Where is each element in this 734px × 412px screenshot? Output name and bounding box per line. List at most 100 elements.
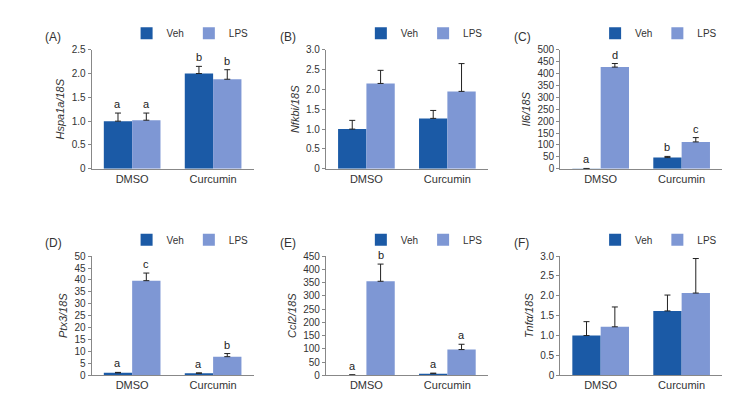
svg-text:30: 30 [75,298,87,309]
svg-text:1.0: 1.0 [306,124,320,135]
svg-text:DMSO: DMSO [584,173,617,185]
svg-text:2.0: 2.0 [306,84,320,95]
svg-text:Il6/18S: Il6/18S [520,91,532,126]
svg-text:450: 450 [538,56,555,67]
svg-text:0: 0 [314,163,320,174]
svg-text:(F): (F) [514,236,529,250]
svg-text:Veh: Veh [167,28,184,39]
svg-text:50: 50 [543,151,555,162]
svg-text:DMSO: DMSO [350,173,383,185]
svg-text:b: b [224,55,230,67]
svg-text:100: 100 [303,343,320,354]
svg-text:10: 10 [75,346,87,357]
svg-text:25: 25 [75,310,87,321]
svg-text:a: a [114,357,121,369]
svg-text:DMSO: DMSO [350,379,383,391]
svg-text:2.5: 2.5 [540,270,554,281]
svg-text:LPS: LPS [697,28,716,39]
svg-text:50: 50 [75,251,87,262]
svg-text:LPS: LPS [463,28,482,39]
svg-text:2.5: 2.5 [306,64,320,75]
svg-text:(A): (A) [45,30,61,44]
svg-text:500: 500 [538,44,555,55]
svg-text:45: 45 [75,263,87,274]
svg-text:c: c [143,258,149,270]
svg-text:1.5: 1.5 [540,310,554,321]
svg-text:200: 200 [303,317,320,328]
svg-text:a: a [349,360,356,372]
svg-text:DMSO: DMSO [584,379,617,391]
svg-text:Veh: Veh [401,235,418,246]
svg-text:2.0: 2.0 [72,68,86,79]
svg-text:2.0: 2.0 [540,290,554,301]
svg-text:Tnfα/18S: Tnfα/18S [523,293,535,338]
svg-text:c: c [693,123,699,135]
svg-text:15: 15 [75,334,87,345]
svg-text:250: 250 [303,304,320,315]
svg-text:1.0: 1.0 [540,330,554,341]
svg-text:0: 0 [80,370,86,381]
svg-text:0: 0 [549,370,555,381]
svg-text:LPS: LPS [229,28,248,39]
svg-text:b: b [378,249,384,261]
svg-text:Curcumin: Curcumin [190,379,237,391]
svg-text:Curcumin: Curcumin [424,379,471,391]
svg-text:DMSO: DMSO [116,379,149,391]
svg-text:Curcumin: Curcumin [658,379,705,391]
svg-text:0.5: 0.5 [306,143,320,154]
svg-text:2.5: 2.5 [72,44,86,55]
svg-text:LPS: LPS [463,235,482,246]
svg-text:a: a [458,329,465,341]
svg-text:400: 400 [538,68,555,79]
svg-text:LPS: LPS [697,235,716,246]
svg-text:1.5: 1.5 [306,104,320,115]
svg-text:150: 150 [538,128,555,139]
svg-text:1.0: 1.0 [72,116,86,127]
svg-text:35: 35 [75,286,87,297]
svg-text:450: 450 [303,251,320,262]
svg-text:DMSO: DMSO [116,173,149,185]
svg-text:150: 150 [303,330,320,341]
svg-text:Nfkbi/18S: Nfkbi/18S [289,85,301,133]
svg-text:1.5: 1.5 [72,92,86,103]
svg-text:50: 50 [309,357,321,368]
svg-text:Veh: Veh [635,235,652,246]
svg-text:Veh: Veh [167,235,184,246]
svg-text:Veh: Veh [401,28,418,39]
svg-text:Ccl2/18S: Ccl2/18S [286,293,298,338]
svg-text:250: 250 [538,104,555,115]
svg-text:(C): (C) [514,30,531,44]
svg-text:(D): (D) [45,236,62,250]
svg-text:Ptx3/18S: Ptx3/18S [57,293,69,338]
svg-text:0: 0 [314,370,320,381]
svg-text:3.0: 3.0 [306,44,320,55]
svg-text:100: 100 [538,139,555,150]
svg-text:40: 40 [75,274,87,285]
svg-text:20: 20 [75,322,87,333]
svg-text:a: a [430,358,437,370]
svg-text:5: 5 [80,358,86,369]
svg-text:d: d [612,49,618,61]
svg-text:350: 350 [538,80,555,91]
svg-text:0.5: 0.5 [72,139,86,150]
svg-text:(E): (E) [280,236,296,250]
svg-text:(B): (B) [280,30,296,44]
svg-text:Curcumin: Curcumin [190,173,237,185]
svg-text:LPS: LPS [229,235,248,246]
svg-text:200: 200 [538,116,555,127]
svg-text:0: 0 [80,163,86,174]
svg-text:b: b [224,339,230,351]
svg-text:300: 300 [303,290,320,301]
svg-text:a: a [143,98,150,110]
svg-text:0.5: 0.5 [540,350,554,361]
svg-text:a: a [583,153,590,165]
svg-text:Veh: Veh [635,28,652,39]
svg-text:350: 350 [303,277,320,288]
svg-text:3.0: 3.0 [540,251,554,262]
svg-text:b: b [664,141,670,153]
svg-text:Curcumin: Curcumin [658,173,705,185]
svg-text:a: a [114,98,121,110]
svg-text:400: 400 [303,264,320,275]
svg-text:Hspa1a/18S: Hspa1a/18S [54,78,66,139]
svg-text:b: b [196,51,202,63]
